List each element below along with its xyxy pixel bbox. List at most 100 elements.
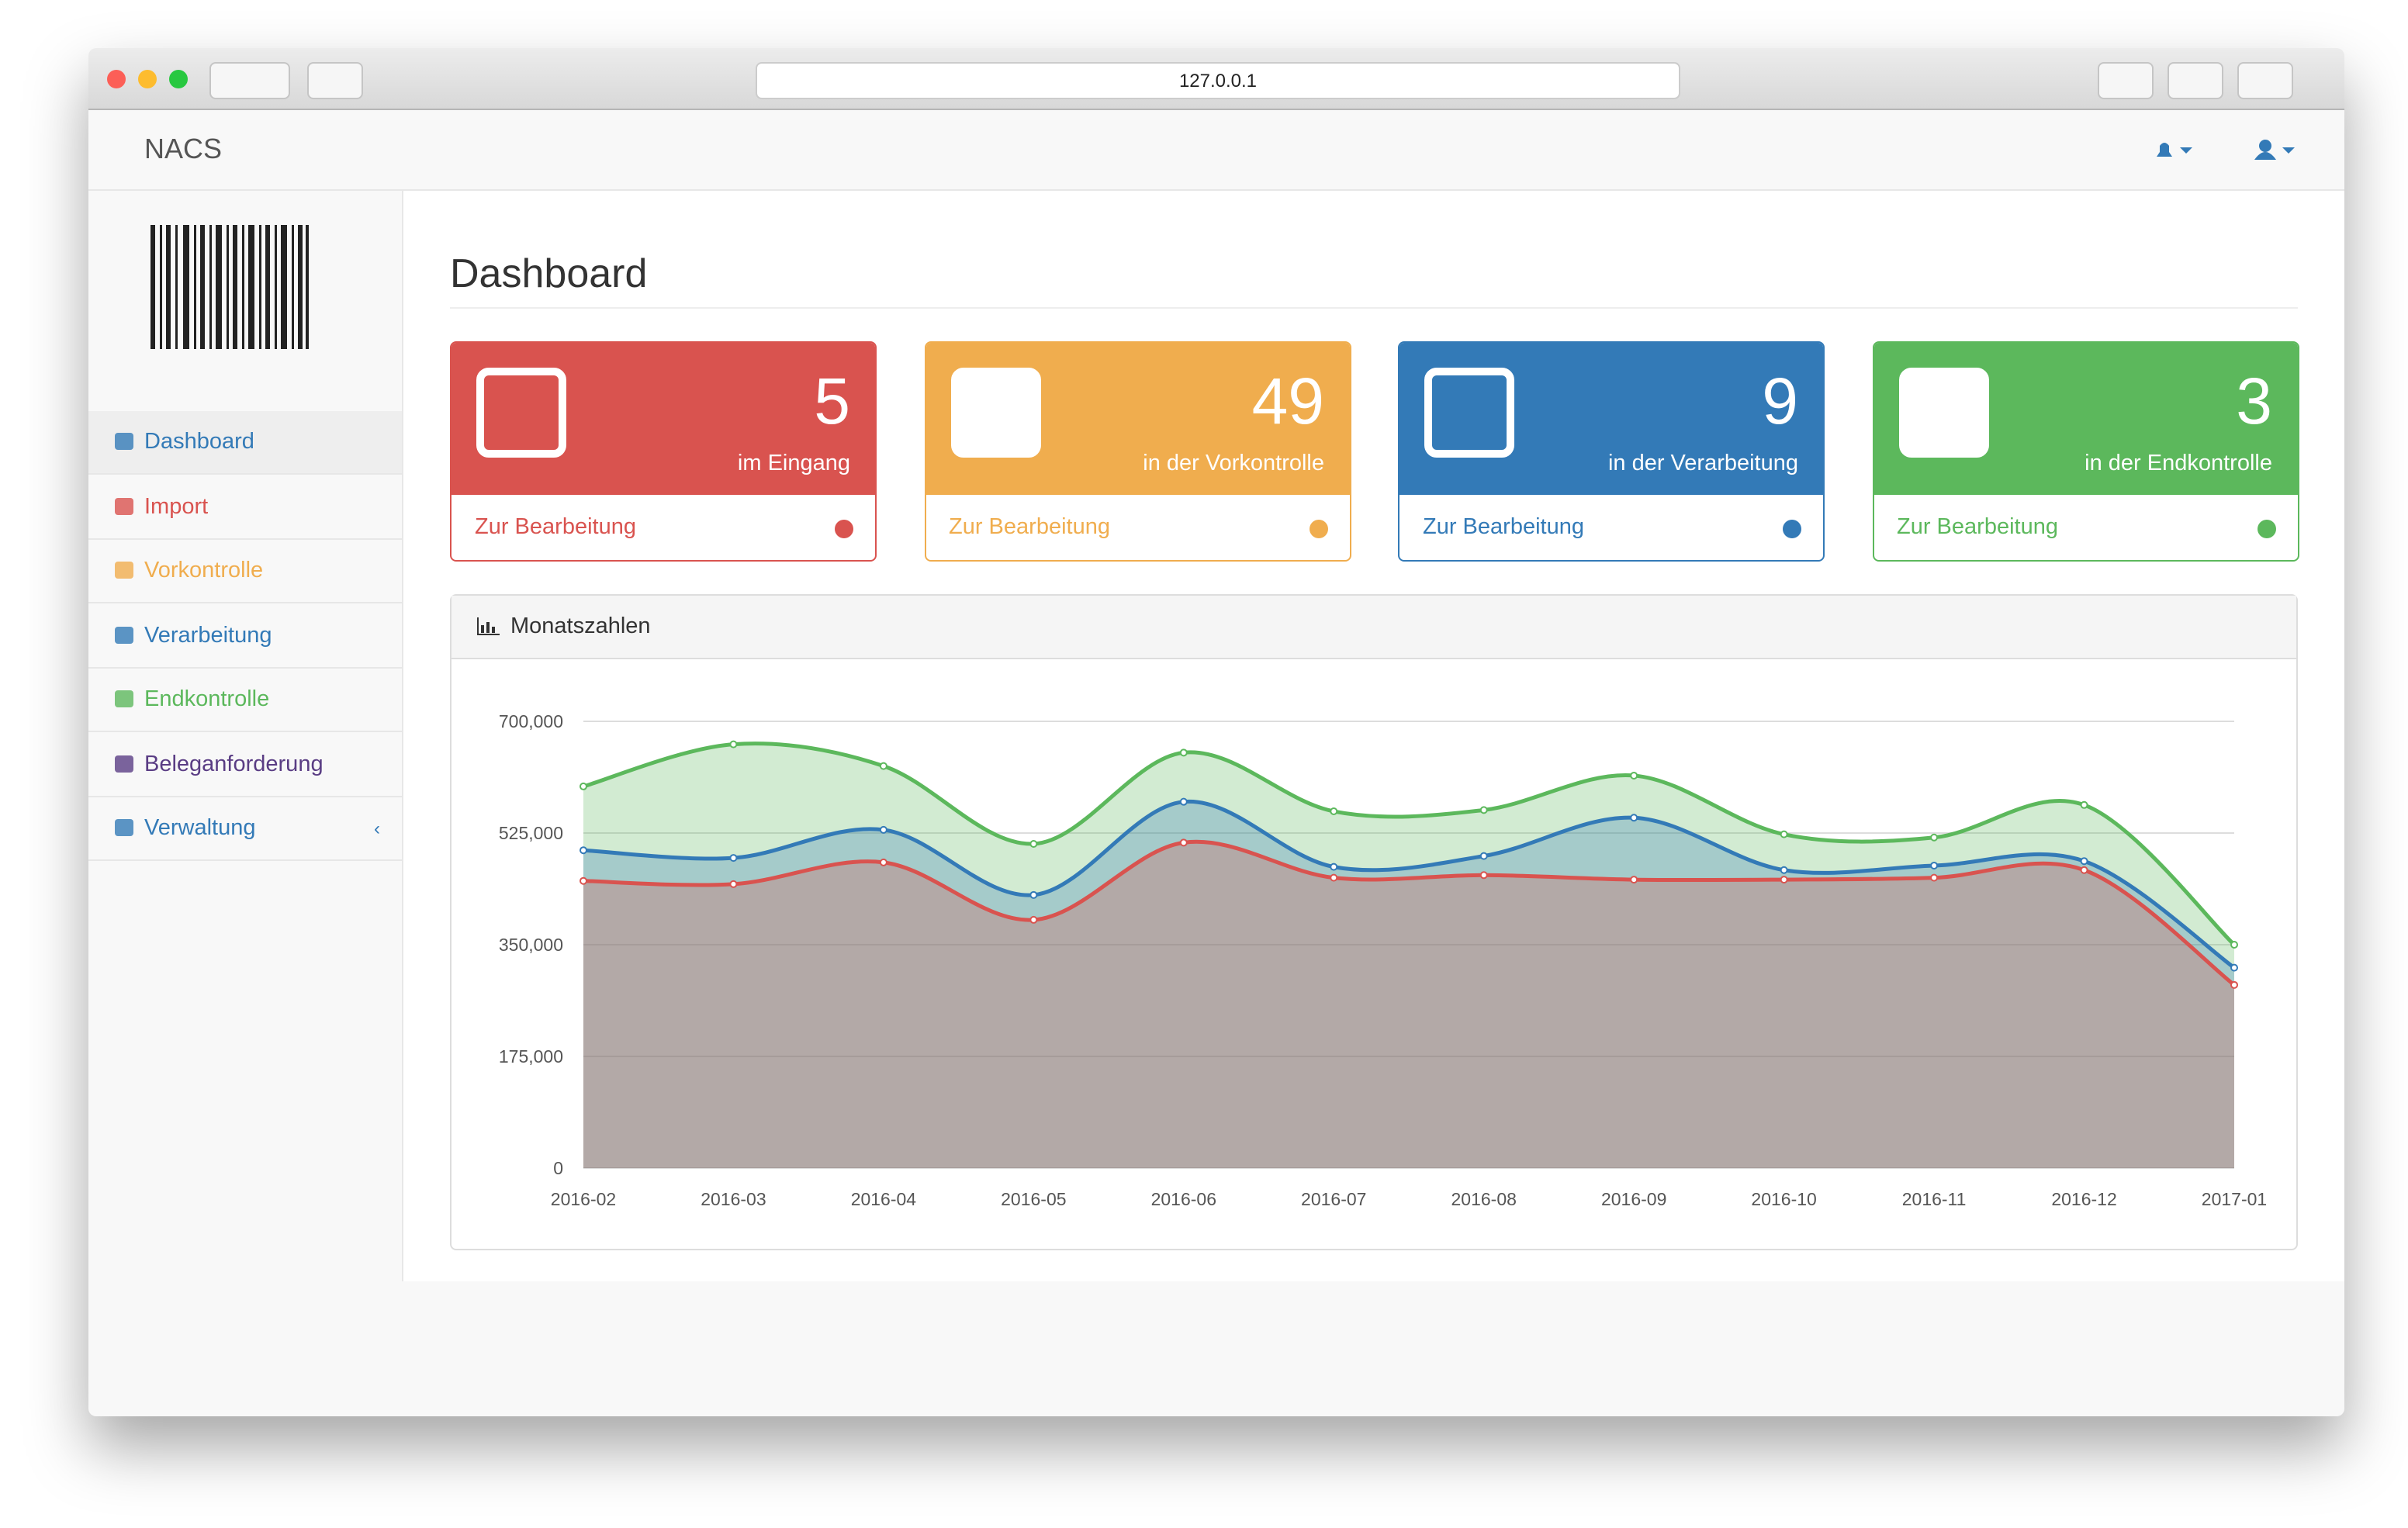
stat-card: 5 im Eingang Zur Bearbeitung xyxy=(450,341,877,562)
share[interactable] xyxy=(2168,62,2223,99)
point xyxy=(1179,797,1188,806)
card-header: 5 im Eingang xyxy=(452,343,875,495)
menu-icon xyxy=(115,433,133,450)
navbar: NACS xyxy=(88,110,2344,191)
point xyxy=(1479,871,1488,880)
point xyxy=(1479,806,1488,814)
minimize-button[interactable] xyxy=(138,70,157,88)
point xyxy=(2080,866,2088,874)
point xyxy=(1029,839,1038,848)
panel-title: Monatszahlen xyxy=(510,614,651,639)
card-icon xyxy=(1898,368,1988,458)
card-arrow xyxy=(2257,520,2275,538)
card-label: im Eingang xyxy=(737,451,850,476)
menu-label: Verwaltung xyxy=(144,816,256,841)
point xyxy=(580,846,587,855)
point xyxy=(1780,876,1788,884)
menu-item[interactable]: Beleganforderung xyxy=(88,733,402,797)
point xyxy=(1330,863,1338,871)
nav-icons[interactable] xyxy=(2152,138,2307,163)
card-arrow xyxy=(1783,520,1801,538)
point xyxy=(1630,876,1638,884)
point xyxy=(1630,814,1638,822)
area xyxy=(583,801,2234,1168)
card-count: 49 xyxy=(1251,365,1324,437)
point xyxy=(580,876,587,885)
point xyxy=(729,880,738,888)
point xyxy=(2230,963,2238,972)
point xyxy=(1930,861,1939,869)
point xyxy=(1630,771,1638,780)
menu-item[interactable]: Verwaltung ‹ xyxy=(88,797,402,861)
stat-card: 9 in der Verarbeitung Zur Bearbeitung xyxy=(1398,341,1825,562)
close-button[interactable] xyxy=(107,70,126,88)
card-link[interactable]: Zur Bearbeitung xyxy=(1897,515,2058,540)
menu-item[interactable]: Endkontrolle xyxy=(88,669,402,732)
x-tick-label: 2017-01 xyxy=(2202,1189,2267,1209)
point xyxy=(1780,830,1788,838)
card-label: in der Endkontrolle xyxy=(2085,451,2272,476)
x-tick-label: 2016-02 xyxy=(551,1189,616,1209)
point xyxy=(1930,833,1939,842)
menu-icon xyxy=(115,755,133,772)
tabs[interactable] xyxy=(2237,62,2293,99)
menu-item[interactable]: Verarbeitung xyxy=(88,604,402,668)
y-tick-label: 350,000 xyxy=(499,935,563,955)
menu-item[interactable]: Vorkontrolle xyxy=(88,540,402,603)
menu-item[interactable]: Import xyxy=(88,475,402,539)
card-header: 3 in der Endkontrolle xyxy=(1873,343,2297,495)
card-link[interactable]: Zur Bearbeitung xyxy=(949,515,1110,540)
menu-label: Beleganforderung xyxy=(144,752,323,776)
card-link[interactable]: Zur Bearbeitung xyxy=(475,515,636,540)
title-bar: 127.0.0.1 xyxy=(88,48,2344,110)
point xyxy=(879,762,887,770)
x-tick-label: 2016-10 xyxy=(1751,1189,1816,1209)
downloads[interactable] xyxy=(2098,62,2154,99)
card-header: 9 in der Verarbeitung xyxy=(1399,343,1823,495)
point xyxy=(1029,890,1038,899)
panel-heading: Monatszahlen xyxy=(452,596,2296,659)
divider xyxy=(450,307,2298,309)
browser-window: 127.0.0.1 NACS Dashboard Import Vorkontrol… xyxy=(88,48,2344,1416)
y-tick-label: 525,000 xyxy=(499,823,563,843)
menu-label: Vorkontrolle xyxy=(144,558,264,583)
point xyxy=(1930,873,1939,882)
sidebar-toggle[interactable] xyxy=(307,62,363,99)
stat-card: 49 in der Vorkontrolle Zur Bearbeitung xyxy=(924,341,1351,562)
card-link[interactable]: Zur Bearbeitung xyxy=(1423,515,1584,540)
x-tick-label: 2016-05 xyxy=(1001,1189,1066,1209)
point xyxy=(2080,800,2088,809)
address-bar[interactable]: 127.0.0.1 xyxy=(756,62,1680,99)
x-tick-label: 2016-07 xyxy=(1301,1189,1366,1209)
point xyxy=(580,782,587,790)
point xyxy=(1179,748,1188,757)
line xyxy=(583,742,2236,946)
x-tick-label: 2016-03 xyxy=(701,1189,766,1209)
sidebar: Dashboard Import Vorkontrolle Verarbeitung E… xyxy=(88,191,403,1281)
x-tick-label: 2016-08 xyxy=(1451,1189,1517,1209)
point xyxy=(2080,857,2088,866)
menu-item[interactable]: Dashboard xyxy=(88,411,402,475)
card-count: 9 xyxy=(1762,365,1798,437)
card-label: in der Verarbeitung xyxy=(1607,451,1798,476)
point xyxy=(1330,807,1338,816)
card-label: in der Vorkontrolle xyxy=(1143,451,1324,476)
line xyxy=(583,800,2236,970)
y-tick-label: 0 xyxy=(553,1158,563,1178)
collapse-arrow: ‹ xyxy=(374,818,380,839)
stat-card: 3 in der Endkontrolle Zur Bearbeitung xyxy=(1872,341,2299,562)
point xyxy=(2230,941,2238,949)
chart-panel: Monatszahlen 0 175,000 350,000 525,000 700,0… xyxy=(450,594,2298,1250)
x-tick-label: 2016-12 xyxy=(2051,1189,2116,1209)
card-count: 3 xyxy=(2236,365,2272,437)
zoom-button[interactable] xyxy=(169,70,188,88)
menu-label: Dashboard xyxy=(144,430,254,455)
area xyxy=(583,842,2234,1168)
menu-icon xyxy=(115,626,133,643)
brand[interactable]: NACS xyxy=(144,133,223,164)
back-forward[interactable] xyxy=(209,62,290,99)
menu-icon xyxy=(115,497,133,514)
point xyxy=(1029,915,1038,924)
